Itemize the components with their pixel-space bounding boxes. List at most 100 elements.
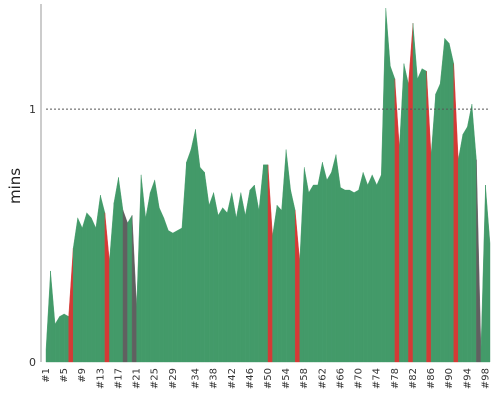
area-segment-build-79-failed [394,78,400,363]
area-segment-build-68-success [344,189,350,363]
area-segment-build-63-success [322,162,328,363]
x-tick-label: #82 [408,368,419,389]
area-segment-build-47-success [249,184,255,363]
area-segment-build-10-success [82,212,87,363]
area-segment-build-86-failed [426,71,432,363]
area-segment-build-16-success [109,202,115,363]
x-tick-label: #74 [372,368,383,389]
area-segment-build-77-success [385,7,391,363]
area-segment-build-5-success [59,313,65,363]
area-segment-build-60-success [308,184,314,363]
x-tick-label: #13 [95,368,106,389]
area-segment-build-2-success [45,270,51,363]
area-segment-build-52-success [272,205,278,363]
area-segment-build-84-success [417,68,423,363]
x-tick-label: #66 [335,368,346,389]
area-segment-build-32-success [181,162,187,363]
x-tick-label: #25 [150,368,161,389]
y-axis: 01 [29,103,36,369]
area-segment-build-57-failed [294,210,300,363]
area-segment-build-98-success [480,184,486,363]
area-segment-build-96-success [471,104,477,363]
y-axis-label: mins [6,168,24,204]
area-segment-build-54-success [281,149,287,363]
area-segment-build-81-success [403,63,409,363]
area-segment-build-38-success [208,192,214,363]
area-segment-build-9-success [77,217,83,363]
x-tick-label: #50 [263,368,274,389]
area-segment-build-82-failed [408,23,414,363]
area-segment-build-56-success [290,190,296,363]
area-segment-build-18-success [118,177,124,363]
area-segment-build-92-failed [453,63,459,363]
area-segment-build-75-success [376,174,382,363]
area-segment-build-26-success [154,179,160,363]
area-segment-build-66-success [335,154,341,363]
area-segment-build-83-success [412,23,418,363]
area-segment-build-80-success [399,63,405,363]
area-segment-build-69-success [349,189,355,363]
area-segment-build-40-success [217,207,223,363]
area-segment-build-78-success [390,66,396,363]
x-tick-label: #17 [113,368,124,389]
area-segment-build-99-success [485,184,491,363]
area-segment-build-19-aborted [122,210,128,363]
area-segment-build-8-success [72,217,78,363]
area-segment-build-65-success [331,154,337,363]
x-tick-label: #9 [77,368,88,383]
area-segment-build-71-success [358,172,364,363]
area-segment-build-55-success [285,149,291,363]
x-tick-label: #1 [41,368,52,383]
area-segment-build-62-success [317,162,323,363]
area-segment-build-48-success [254,184,260,363]
area-segment-build-59-success [304,167,309,363]
area-segment-build-7-failed [68,248,74,363]
area-segment-build-21-aborted [131,215,137,363]
area-segment-build-37-success [204,172,210,363]
x-tick-label: #5 [59,368,70,383]
area-segment-build-74-success [372,174,377,363]
x-tick-label: #62 [317,368,328,389]
area-segment-build-85-success [421,68,427,363]
area-segment-build-12-success [91,217,97,363]
area-segment-build-24-success [145,192,151,363]
area-segment-build-94-success [462,126,468,363]
x-tick-label: #86 [426,368,437,389]
area-segment-build-30-success [172,230,178,363]
area-segment-build-70-success [353,189,359,363]
x-axis: #1 #5 #9 #13 #17 #21 #25 #29 #34 #38 #42 #46 #50 #54 #… [41,368,491,389]
area-segment-build-23-success [140,174,146,363]
area-segment-build-6-success [63,313,69,363]
x-tick-label: #78 [390,368,401,389]
plot-area [45,7,491,363]
area-segment-build-3-success [50,270,56,363]
area-segment-build-35-success [195,129,201,363]
x-tick-label: #70 [354,368,365,389]
area-segment-build-88-success [435,83,441,363]
area-segment-build-49-success [258,164,264,363]
area-segment-build-44-success [236,192,242,363]
x-tick-label: #21 [132,368,143,389]
area-segment-build-93-success [458,134,464,363]
x-tick-label: #98 [480,368,491,389]
x-tick-label: #54 [281,368,292,389]
area-segment-build-76-success [381,7,386,363]
area-segment-build-25-success [150,179,155,363]
area-segment-build-72-success [362,172,368,363]
area-segment-build-42-success [227,192,232,363]
area-segment-build-41-success [222,207,228,363]
area-segment-build-58-success [299,167,305,363]
area-segment-build-4-success [54,315,60,363]
area-segment-build-73-success [367,174,373,363]
area-segment-build-17-success [113,177,119,363]
area-segment-build-31-success [177,227,183,363]
area-segment-build-97-aborted [476,159,482,363]
area-segment-build-43-success [231,192,237,363]
area-segment-build-27-success [159,207,164,363]
area-segment-build-89-success [439,38,445,363]
area-segment-build-29-success [168,230,174,363]
x-tick-label: #29 [168,368,179,389]
area-segment-build-13-success [95,195,101,363]
y-tick-label: 0 [29,356,36,369]
